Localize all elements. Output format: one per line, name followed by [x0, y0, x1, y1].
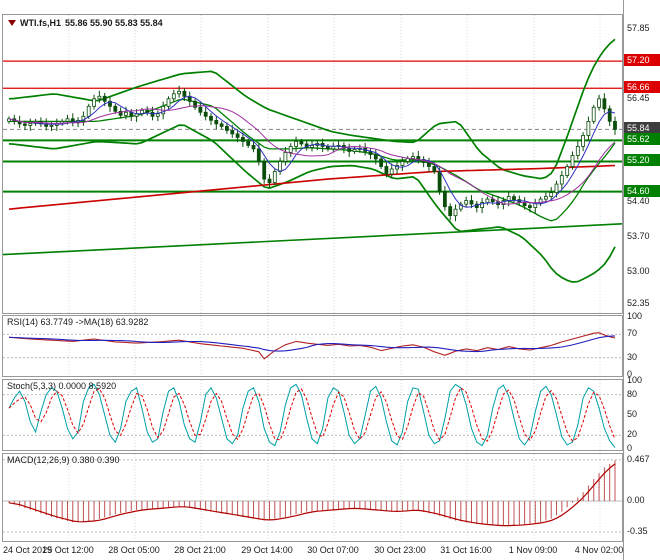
stochastic-signal-line: [8, 387, 616, 443]
long-moving-average: [8, 164, 616, 210]
price-axis-label: 53.70: [627, 230, 650, 241]
rsi-line: [8, 332, 616, 360]
macd-histogram: [8, 460, 616, 526]
rsi-axis-label: 70: [627, 328, 638, 339]
rsi-axis-label: 30: [627, 351, 638, 362]
rsi-axis-label: 100: [627, 311, 643, 321]
price-axis-label: 52.35: [627, 298, 650, 309]
time-axis-label: 1 Nov 09:00: [508, 545, 558, 555]
price-badge: 55.62: [624, 133, 660, 146]
time-axis-label: 4 Nov 02:00: [574, 545, 624, 555]
macd-axis-label: 0.00: [627, 495, 645, 506]
macd-axis-label: 0.467: [627, 453, 650, 464]
price-axis[interactable]: 57.85 56.45 54.40 53.70 53.00 52.35 57.20 56.66…: [623, 0, 660, 560]
rsi-panel[interactable]: RSI(14) 63.7749 ->MA(18) 63.9282: [2, 315, 623, 377]
stochastic-axis-label: 20: [627, 429, 638, 440]
trend-line: [3, 223, 622, 256]
chart-title: WTI.fs,H1 55.86 55.90 55.83 55.84: [8, 18, 163, 28]
stochastic-canvas[interactable]: [3, 380, 622, 450]
time-axis-label: 28 Oct 21:00: [174, 545, 226, 555]
stochastic-axis-label: 100: [627, 375, 643, 385]
price-axis-label: 53.00: [627, 265, 650, 276]
bollinger-upper: [8, 38, 616, 180]
price-axis-label: 54.40: [627, 195, 650, 206]
macd-canvas[interactable]: [3, 454, 622, 541]
chart-ohlc-text: 55.86 55.90 55.83 55.84: [65, 18, 163, 28]
fast-ma-line: [8, 95, 616, 208]
stochastic-panel[interactable]: Stoch(5,3,3) 0.0000 8.5920: [2, 379, 623, 451]
stochastic-axis-label: 80: [627, 388, 638, 399]
main-chart-panel[interactable]: WTI.fs,H1 55.86 55.90 55.83 55.84: [2, 14, 623, 314]
time-axis-label: 25 Oct 12:00: [42, 545, 94, 555]
price-axis-label: 57.85: [627, 22, 650, 33]
rsi-canvas[interactable]: [3, 316, 622, 376]
price-chart-canvas[interactable]: [3, 15, 622, 313]
chart-symbol-icon: [8, 20, 16, 26]
time-axis[interactable]: 24 Oct 2019 25 Oct 12:00 28 Oct 05:00 28 Oc…: [2, 542, 623, 560]
macd-panel[interactable]: MACD(12,26,9) 0.380 0.390: [2, 453, 623, 542]
price-axis-label: 56.45: [627, 92, 650, 103]
time-axis-label: 30 Oct 07:00: [307, 545, 359, 555]
time-axis-label: 28 Oct 05:00: [108, 545, 160, 555]
rsi-ma-line: [8, 335, 616, 353]
stochastic-axis-label: 0: [627, 443, 633, 453]
price-badge: 56.66: [624, 81, 660, 94]
price-badge: 55.20: [624, 154, 660, 167]
time-axis-label: 29 Oct 14:00: [241, 545, 293, 555]
chart-symbol-text: WTI.fs,H1: [20, 18, 62, 28]
rsi-axis-label: 0: [627, 369, 633, 379]
macd-axis-label: -0.35: [627, 526, 648, 537]
time-axis-label: 30 Oct 23:00: [374, 545, 426, 555]
stochastic-axis-label: 50: [627, 409, 638, 419]
bollinger-lower: [8, 124, 616, 283]
price-badge: 57.20: [624, 54, 660, 67]
macd-signal-line: [8, 463, 616, 527]
price-badge: 54.60: [624, 184, 660, 197]
slow-ma-line: [8, 105, 616, 205]
time-axis-label: 24 Oct 2019: [3, 545, 53, 555]
time-axis-label: 31 Oct 16:00: [440, 545, 492, 555]
price-badge: 55.84: [624, 122, 660, 135]
stochastic-main-line: [8, 383, 616, 448]
